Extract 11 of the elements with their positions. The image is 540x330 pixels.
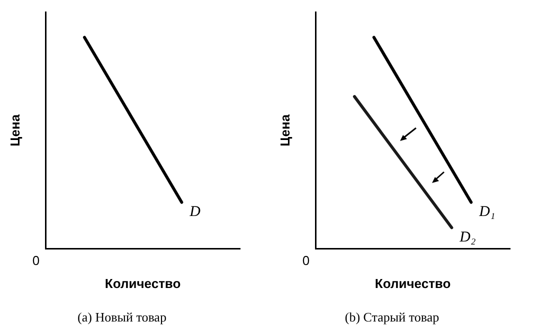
x-axis-title: Количество: [104, 276, 181, 292]
series-label: D₁: [478, 204, 496, 220]
text: (b) Старый товар: [344, 310, 440, 325]
text: 0: [302, 252, 310, 268]
y-axis-title: Цена: [7, 114, 22, 146]
y-axis-title: Цена: [277, 114, 292, 146]
x-axis-title: Количество: [374, 276, 451, 292]
series-label: D₂: [458, 230, 476, 246]
text: 0: [32, 252, 40, 268]
series-label: D: [188, 204, 201, 220]
text: (a) Новый товар: [78, 310, 166, 325]
